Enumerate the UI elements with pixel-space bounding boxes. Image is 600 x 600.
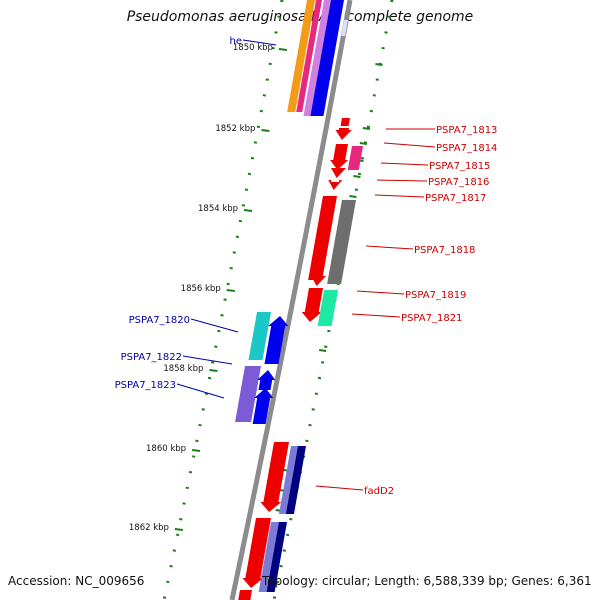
scale-tick-label: 1858 kbp — [163, 364, 203, 374]
accession-text: Accession: NC_009656 — [8, 574, 145, 588]
label-leader-line — [374, 194, 425, 198]
gene-blue-large[interactable] — [310, 0, 344, 116]
scale-tick — [209, 369, 218, 372]
minor-tick — [375, 63, 383, 66]
gene-PSPA7_1820[interactable] — [248, 312, 271, 360]
gene-PSPA7_1820b[interactable] — [264, 316, 289, 364]
scale-tick — [174, 528, 184, 531]
gene-PSPA7_1814[interactable] — [330, 144, 349, 170]
label-leader-line — [182, 355, 233, 365]
gene-PSPA7_1816[interactable] — [331, 168, 346, 178]
label-leader-line — [383, 142, 436, 148]
map-title: Pseudomonas aeruginosa PA7, complete gen… — [126, 9, 474, 25]
label-leader-line — [356, 290, 405, 295]
genome-backbone — [229, 0, 353, 600]
gene-PSPA7_1819[interactable] — [311, 276, 326, 286]
scale-tick-label: 1860 kbp — [146, 444, 186, 454]
minor-tick — [362, 127, 370, 130]
genome-summary-text: Topology: circular; Length: 6,588,339 bp… — [262, 574, 592, 588]
gene-edge-red[interactable] — [238, 590, 252, 600]
gene-PSPA7_1815[interactable] — [347, 146, 363, 170]
gene-fadD2[interactable] — [260, 442, 289, 512]
gene-pale[interactable] — [341, 20, 348, 36]
inner-dotted-track — [162, 0, 284, 600]
gene-orange[interactable] — [287, 0, 315, 112]
gene-pink[interactable] — [296, 0, 322, 112]
gene-label-PSPA7_1818[interactable]: PSPA7_1818 — [414, 245, 475, 256]
scale-tick-label: 1850 kbp — [233, 43, 273, 53]
gene-label-PSPA7_1817[interactable]: PSPA7_1817 — [425, 193, 486, 204]
gene-PSPA7_1822[interactable] — [235, 366, 261, 422]
gene-PSPA7_1823b[interactable] — [252, 388, 274, 424]
label-leader-line — [242, 39, 277, 46]
gene-PSPA7_1817[interactable] — [328, 180, 343, 190]
gene-label-PSPA7_1821[interactable]: PSPA7_1821 — [401, 313, 462, 324]
gene-label-he[interactable]: he — [230, 36, 243, 47]
gene-PSPA7_1818b[interactable] — [327, 200, 356, 284]
label-leader-line — [365, 245, 414, 250]
scale-tick — [243, 209, 253, 212]
gene-bottom-navy[interactable] — [266, 522, 287, 592]
scale-tick — [226, 289, 235, 292]
gene-PSPA7_1823a[interactable] — [257, 370, 276, 390]
label-leader-line — [351, 313, 401, 318]
gene-dark-blue[interactable] — [285, 446, 306, 514]
scale-tick-label: 1852 kbp — [215, 124, 255, 134]
scale-tick — [278, 48, 288, 51]
scale-tick — [191, 449, 201, 452]
gene-label-PSPA7_1822[interactable]: PSPA7_1822 — [121, 352, 182, 363]
scale-tick-label: 1856 kbp — [181, 284, 221, 294]
gene-label-fadD2[interactable]: fadD2 — [364, 486, 394, 497]
minor-tick — [353, 175, 361, 178]
minor-tick — [359, 142, 368, 145]
label-leader-line — [376, 179, 428, 182]
scale-tick-label: 1862 kbp — [129, 523, 169, 533]
label-leader-line — [380, 162, 429, 166]
gene-PSPA7_1813b[interactable] — [340, 118, 350, 126]
label-leader-line — [315, 485, 364, 491]
minor-tick — [319, 349, 327, 352]
gene-PSPA7_1813[interactable] — [335, 128, 352, 140]
gene-PSPA7_1818[interactable] — [308, 196, 337, 280]
gene-PSPA7_1821[interactable] — [317, 290, 338, 326]
minor-tick — [349, 195, 357, 198]
gene-label-PSPA7_1820[interactable]: PSPA7_1820 — [129, 315, 190, 326]
label-leader-line — [176, 383, 225, 399]
gene-label-PSPA7_1814[interactable]: PSPA7_1814 — [436, 143, 497, 154]
scale-tick — [261, 129, 270, 132]
gene-PSPA7_1819b[interactable] — [301, 288, 323, 322]
label-leader-line — [190, 318, 239, 333]
gene-bottom-red[interactable] — [242, 518, 271, 588]
gene-label-PSPA7_1816[interactable]: PSPA7_1816 — [428, 177, 489, 188]
gene-label-PSPA7_1813[interactable]: PSPA7_1813 — [436, 125, 497, 136]
gene-label-PSPA7_1819[interactable]: PSPA7_1819 — [405, 290, 466, 301]
gene-label-PSPA7_1823[interactable]: PSPA7_1823 — [115, 380, 176, 391]
gene-label-PSPA7_1815[interactable]: PSPA7_1815 — [429, 161, 490, 172]
scale-tick-label: 1854 kbp — [198, 204, 238, 214]
